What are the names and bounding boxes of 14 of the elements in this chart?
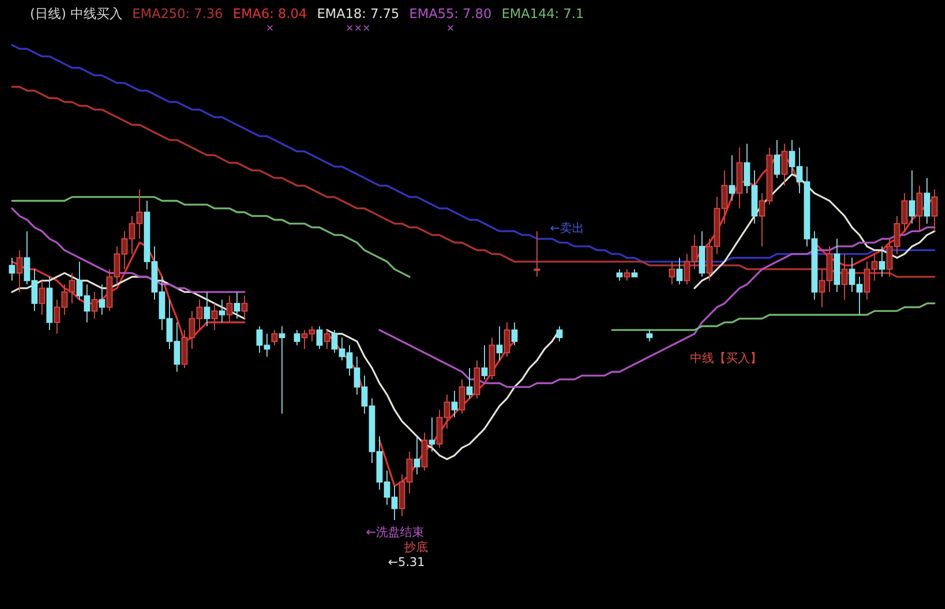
text: × [266, 23, 274, 34]
text: × [446, 23, 455, 34]
text: ←洗盘结束 [366, 525, 424, 539]
text: EMA6: 8.04 [232, 7, 307, 22]
text: EMA144: 7.1 [502, 7, 584, 22]
annotation: 中线【买入】 [690, 351, 762, 365]
text: EMA55: 7.80 [409, 7, 492, 22]
text: EMA250: 7.36 [132, 7, 223, 22]
chart-title: (日线) 中线买入 [30, 7, 122, 22]
text: ××× [346, 23, 371, 34]
annotation: ←卖出 [550, 221, 584, 235]
text: 抄底 [404, 540, 428, 554]
text: ←5.31 [388, 555, 425, 569]
text: EMA18: 7.75 [316, 7, 400, 22]
